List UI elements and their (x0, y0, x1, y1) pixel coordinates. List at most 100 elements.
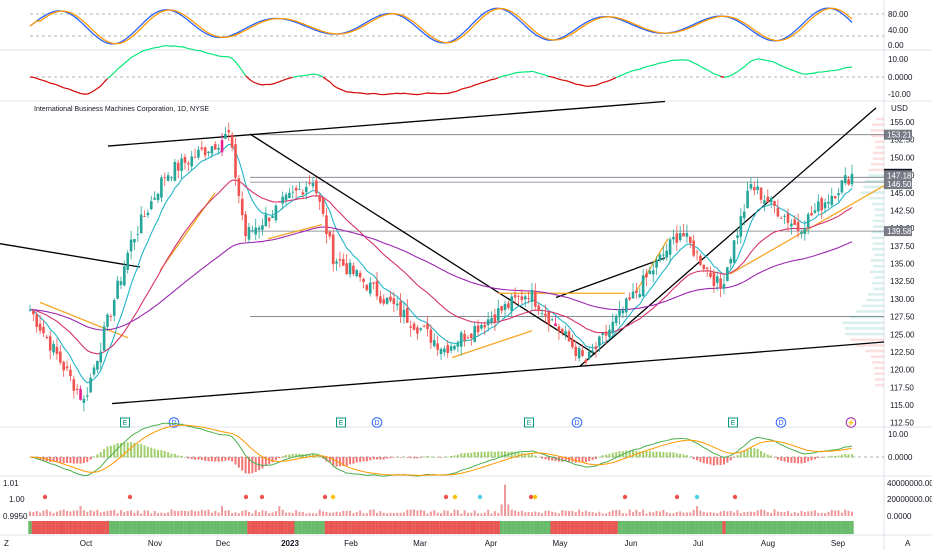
candle-body (480, 324, 483, 329)
volume-profile (842, 117, 884, 387)
strip-cell (846, 521, 851, 534)
volume-bar (177, 510, 180, 516)
volume-bar (729, 510, 732, 516)
macd-bar (719, 457, 722, 466)
candle-body (577, 348, 581, 359)
profile-bar (872, 123, 884, 126)
vol-right-tick-20m: 20000000.00 (887, 495, 932, 504)
macd-bar (477, 451, 480, 458)
candle-body (709, 272, 712, 277)
badge-letter: E (339, 420, 344, 427)
volume-bar (466, 512, 469, 516)
candle-body (342, 259, 345, 266)
strip-cell (698, 521, 703, 534)
strip-cell (341, 521, 346, 534)
osc-segment (656, 62, 661, 65)
footer-left[interactable]: Z (4, 539, 9, 548)
volume-bar (837, 510, 840, 516)
strip-cell (601, 521, 605, 534)
earnings-badge (336, 417, 346, 428)
strip-cell (594, 521, 598, 534)
volume-bar (594, 513, 597, 516)
strip-cell (220, 521, 224, 534)
strip-cell (72, 521, 76, 534)
ema-long-line (29, 226, 853, 331)
osc-segment (498, 76, 502, 79)
candle-body (72, 379, 76, 391)
strip-cell (378, 521, 383, 534)
chart-title: International Business Machines Corporat… (34, 106, 209, 113)
signal-dot (443, 494, 449, 500)
macd-bar (153, 448, 156, 458)
trend-line (555, 257, 666, 299)
osc-segment (703, 67, 708, 71)
volume-bar (497, 512, 500, 516)
profile-bar (868, 174, 884, 177)
volume-bar (534, 511, 537, 516)
candle-body (817, 201, 820, 212)
candle-body (759, 187, 763, 200)
osc-segment (474, 83, 479, 86)
macd-bar (69, 457, 72, 463)
strip-cell (755, 521, 760, 534)
volume-bar (123, 512, 126, 516)
strip-cell (92, 521, 96, 534)
stochastic-pane: 80.00 40.00 0.00 (29, 7, 909, 50)
macd-bar (510, 451, 513, 458)
candle-body (564, 331, 567, 335)
strip-cell (429, 521, 433, 534)
osc-segment (481, 81, 485, 84)
osc-segment (292, 75, 297, 78)
macd-bar (237, 457, 240, 468)
osc-segment (841, 67, 846, 70)
strip-cell (324, 521, 329, 534)
footer-right[interactable]: A (905, 539, 911, 548)
macd-bar (241, 457, 244, 471)
strip-cell (321, 521, 325, 534)
macd-bar (483, 451, 486, 458)
strip-cell (254, 521, 258, 534)
osc-segment (134, 53, 139, 57)
osc-segment (66, 88, 71, 91)
candle-body (550, 319, 554, 321)
candle-body (742, 211, 746, 219)
candle-body (773, 201, 776, 206)
strip-cell (237, 521, 241, 534)
macd-bar (844, 453, 847, 458)
volume-bar (460, 513, 463, 516)
macd-bar (537, 456, 540, 458)
macd-bar (608, 453, 611, 458)
profile-bar (867, 293, 884, 296)
osc-segment (565, 79, 570, 83)
volume-bar (173, 510, 176, 516)
macd-bar (231, 457, 234, 462)
macd-bar (770, 455, 773, 458)
candle-body (416, 327, 419, 334)
macd-bar (89, 457, 92, 460)
osc-segment (619, 74, 624, 77)
strip-cell (533, 521, 538, 534)
strip-cell (119, 521, 123, 534)
strip-cell (654, 521, 659, 534)
candle-body (358, 272, 362, 278)
candle-body (601, 333, 605, 336)
candle-body (227, 130, 231, 133)
candle-body (658, 254, 662, 261)
profile-bar (874, 208, 884, 211)
volume-bar (638, 511, 641, 516)
osc-segment (296, 75, 300, 78)
volume-bar (571, 510, 574, 516)
candle-body (463, 333, 466, 341)
volume-bar (59, 510, 62, 516)
strip-cell (115, 521, 120, 534)
strip-cell (301, 521, 305, 534)
candle-body (348, 262, 352, 275)
osc-segment (629, 69, 634, 73)
macd-bar (504, 451, 507, 458)
macd-bar (82, 457, 85, 464)
volume-bar (803, 512, 806, 516)
volume-bar (157, 513, 160, 516)
osc-segment (754, 58, 758, 61)
osc-segment (706, 69, 711, 73)
